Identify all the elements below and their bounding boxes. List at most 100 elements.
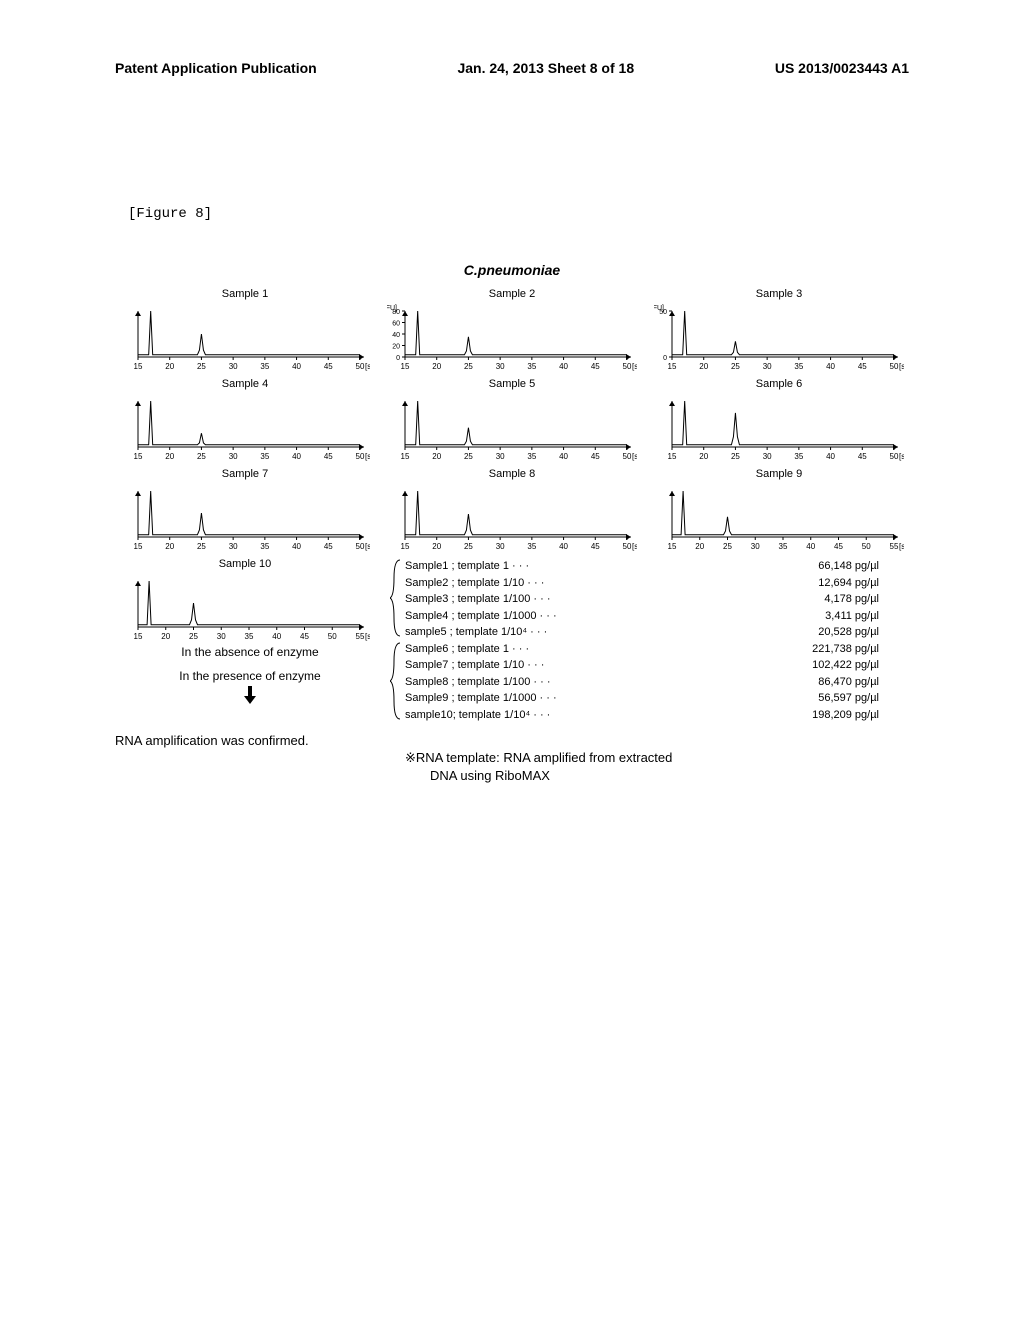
chart-sample-label: Sample 10 xyxy=(120,558,370,570)
svg-text:20: 20 xyxy=(165,542,174,551)
page-header: Patent Application Publication Jan. 24, … xyxy=(0,0,1024,76)
legend-sample: Sample4 ; template 1/1000 · · · xyxy=(405,608,557,625)
legend-value: 102,422 pg/µl xyxy=(812,657,879,674)
svg-text:[s]: [s] xyxy=(632,452,637,461)
legend-sample: Sample8 ; template 1/100 · · · xyxy=(405,674,551,691)
chart-sample-label: Sample 1 xyxy=(120,288,370,300)
svg-text:35: 35 xyxy=(260,542,269,551)
svg-text:30: 30 xyxy=(763,452,772,461)
electropherogram-chart: Sample 7 1520253035404550 [s] xyxy=(120,468,370,553)
svg-text:40: 40 xyxy=(292,362,301,371)
svg-text:20: 20 xyxy=(432,542,441,551)
svg-text:45: 45 xyxy=(591,362,600,371)
svg-text:50: 50 xyxy=(623,542,632,551)
svg-text:15: 15 xyxy=(134,632,143,641)
svg-text:30: 30 xyxy=(496,542,505,551)
svg-text:20: 20 xyxy=(699,452,708,461)
svg-text:25: 25 xyxy=(197,542,206,551)
legend-absence-group: Sample1 ; template 1 · · · 66,148 pg/µl … xyxy=(390,558,904,641)
legend-sample: sample10; template 1/10⁴ · · · xyxy=(405,707,550,724)
svg-text:30: 30 xyxy=(229,542,238,551)
svg-text:20: 20 xyxy=(432,452,441,461)
svg-text:40: 40 xyxy=(292,542,301,551)
svg-text:50: 50 xyxy=(356,542,365,551)
svg-text:30: 30 xyxy=(763,362,772,371)
svg-text:45: 45 xyxy=(591,542,600,551)
legend-row: Sample1 ; template 1 · · · 66,148 pg/µl xyxy=(405,558,904,575)
legend-value: 221,738 pg/µl xyxy=(812,641,879,658)
svg-text:40: 40 xyxy=(272,632,281,641)
chart-sample-label: Sample 2 xyxy=(387,288,637,300)
electropherogram-chart: Sample 4 1520253035404550 [s] xyxy=(120,378,370,463)
figure-label: [Figure 8] xyxy=(128,206,1024,222)
arrow-down-icon xyxy=(120,686,380,709)
chart-sample-label: Sample 8 xyxy=(387,468,637,480)
legend-value: 3,411 pg/µl xyxy=(825,608,879,625)
legend-sample: Sample6 ; template 1 · · · xyxy=(405,641,529,658)
svg-text:50: 50 xyxy=(862,542,871,551)
svg-text:25: 25 xyxy=(464,362,473,371)
legend-value: 12,694 pg/µl xyxy=(818,575,879,592)
svg-text:[s]: [s] xyxy=(899,452,904,461)
legend-value: 4,178 pg/µl xyxy=(824,591,879,608)
svg-text:20: 20 xyxy=(165,452,174,461)
footnote: ※RNA template: RNA amplified from extrac… xyxy=(405,750,1024,766)
header-right: US 2013/0023443 A1 xyxy=(775,60,909,76)
chart-title: C.pneumoniae xyxy=(0,262,1024,278)
header-left: Patent Application Publication xyxy=(115,60,317,76)
svg-text:40: 40 xyxy=(826,362,835,371)
svg-text:50: 50 xyxy=(328,632,337,641)
electropherogram-chart: Sample 10 152025303540455055 [s] xyxy=(120,558,370,643)
legend-presence-group: Sample6 ; template 1 · · · 221,738 pg/µl… xyxy=(390,641,904,724)
legend-row: Sample8 ; template 1/100 · · · 86,470 pg… xyxy=(405,674,904,691)
svg-text:30: 30 xyxy=(217,632,226,641)
svg-text:50: 50 xyxy=(659,309,667,316)
svg-text:[s]: [s] xyxy=(632,362,637,371)
svg-text:40: 40 xyxy=(559,362,568,371)
svg-text:25: 25 xyxy=(731,452,740,461)
svg-text:0: 0 xyxy=(663,355,667,362)
svg-text:[s]: [s] xyxy=(365,452,370,461)
svg-text:20: 20 xyxy=(392,344,400,351)
svg-text:35: 35 xyxy=(794,362,803,371)
svg-text:25: 25 xyxy=(197,362,206,371)
electropherogram-chart: Sample 1 1520253035404550 [s] xyxy=(120,288,370,373)
legend-value: 86,470 pg/µl xyxy=(818,674,879,691)
legend-row: Sample4 ; template 1/1000 · · · 3,411 pg… xyxy=(405,608,904,625)
svg-text:45: 45 xyxy=(858,362,867,371)
chart-sample-label: Sample 5 xyxy=(387,378,637,390)
svg-text:15: 15 xyxy=(401,542,410,551)
svg-text:15: 15 xyxy=(668,362,677,371)
confirm-text: RNA amplification was confirmed. xyxy=(115,733,1024,748)
sample10-row: Sample 10 152025303540455055 [s] In the … xyxy=(0,558,1024,723)
svg-text:45: 45 xyxy=(834,542,843,551)
chart-sample-label: Sample 6 xyxy=(654,378,904,390)
svg-text:80: 80 xyxy=(392,309,400,316)
svg-text:20: 20 xyxy=(699,362,708,371)
svg-text:35: 35 xyxy=(260,452,269,461)
svg-text:35: 35 xyxy=(245,632,254,641)
svg-text:50: 50 xyxy=(623,362,632,371)
svg-text:[s]: [s] xyxy=(899,542,904,551)
svg-text:15: 15 xyxy=(668,542,677,551)
electropherogram-chart: Sample 3 1520253035404550 [s] [FU]050 xyxy=(654,288,904,373)
header-center: Jan. 24, 2013 Sheet 8 of 18 xyxy=(457,60,634,76)
svg-text:50: 50 xyxy=(356,452,365,461)
legend-row: Sample7 ; template 1/10 · · · 102,422 pg… xyxy=(405,657,904,674)
svg-text:35: 35 xyxy=(794,452,803,461)
legend-sample: Sample7 ; template 1/10 · · · xyxy=(405,657,544,674)
legend-value: 56,597 pg/µl xyxy=(818,690,879,707)
legend-value: 198,209 pg/µl xyxy=(812,707,879,724)
svg-text:50: 50 xyxy=(356,362,365,371)
svg-text:30: 30 xyxy=(496,452,505,461)
svg-text:35: 35 xyxy=(779,542,788,551)
svg-text:[s]: [s] xyxy=(632,542,637,551)
svg-text:35: 35 xyxy=(260,362,269,371)
chart-sample-label: Sample 7 xyxy=(120,468,370,480)
legend-sample: Sample9 ; template 1/1000 · · · xyxy=(405,690,557,707)
svg-text:55: 55 xyxy=(356,632,365,641)
svg-text:25: 25 xyxy=(723,542,732,551)
svg-text:30: 30 xyxy=(229,452,238,461)
electropherogram-chart: Sample 6 1520253035404550 [s] xyxy=(654,378,904,463)
chart-sample-label: Sample 9 xyxy=(654,468,904,480)
